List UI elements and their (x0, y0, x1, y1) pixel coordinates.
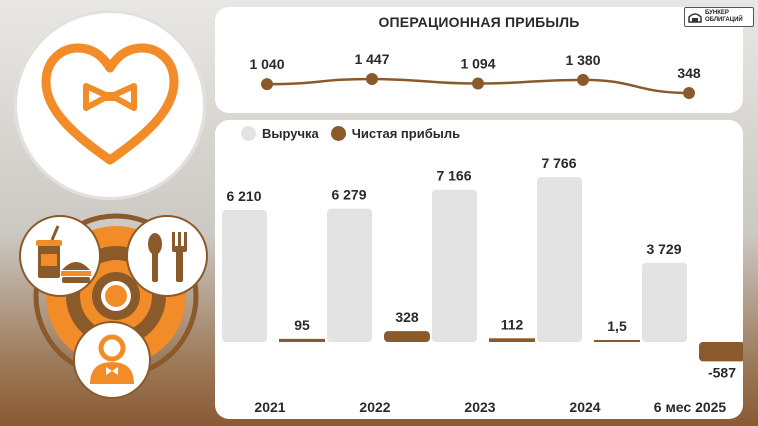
revenue-bar (327, 208, 372, 342)
brand-badge: БУНКЕР ОБЛИГАЦИЙ (684, 7, 754, 27)
waiter-icon (73, 321, 151, 399)
legend-revenue-swatch (241, 126, 256, 141)
brand-line2: ОБЛИГАЦИЙ (705, 17, 743, 23)
revenue-bar (537, 177, 582, 342)
bunker-icon (688, 13, 702, 23)
logo-card (14, 10, 206, 200)
net-profit-value-label: 1,5 (607, 318, 627, 334)
legend-revenue-label: Выручка (262, 126, 319, 141)
operating-profit-point (472, 77, 484, 90)
operating-profit-card (215, 7, 743, 113)
net-profit-bar (384, 331, 430, 342)
net-profit-value-label: 328 (395, 309, 419, 325)
operating-profit-value-label: 1 447 (354, 51, 389, 67)
x-axis-category-label: 2021 (254, 399, 285, 415)
legend-profit-label: Чистая прибыль (351, 126, 461, 141)
operating-profit-point (577, 73, 589, 86)
revenue-value-label: 7 766 (541, 155, 576, 171)
operating-profit-value-label: 1 040 (249, 56, 284, 72)
operating-profit-value-label: 1 094 (460, 55, 495, 71)
operating-profit-point (366, 73, 378, 85)
brand-line1: БУНКЕР (705, 10, 729, 16)
revenue-value-label: 3 729 (646, 241, 681, 257)
net-profit-bar (489, 338, 535, 342)
heart-bowtie-logo-icon (41, 43, 179, 165)
revenue-bar (222, 210, 267, 342)
revenue-value-label: 6 279 (331, 187, 366, 203)
operating-profit-point (261, 78, 273, 91)
x-axis-category-label: 6 мес 2025 (654, 399, 727, 415)
net-profit-bar (699, 342, 743, 362)
operating-profit-title: ОПЕРАЦИОННАЯ ПРИБЫЛЬ (378, 14, 580, 30)
revenue-value-label: 6 210 (226, 188, 261, 204)
x-axis-category-label: 2024 (569, 399, 600, 415)
legend-profit-swatch (330, 126, 346, 141)
net-profit-bar (279, 338, 325, 342)
net-profit-bar (594, 340, 640, 342)
operating-profit-point (683, 87, 695, 99)
operating-profit-value-label: 348 (677, 65, 701, 81)
chart-legend: Выручка Чистая прибыль (241, 126, 460, 141)
service-icons-graphic (19, 213, 208, 399)
operating-profit-value-label: 1 380 (565, 52, 600, 68)
revenue-value-label: 7 166 (436, 168, 471, 184)
spoon-fork-icon (126, 215, 208, 297)
x-axis-category-label: 2023 (464, 399, 495, 415)
revenue-bar (432, 189, 477, 342)
fast-food-icon (19, 215, 101, 297)
net-profit-value-label: 112 (501, 316, 524, 332)
x-axis-category-label: 2022 (359, 399, 390, 415)
net-profit-value-label: -587 (708, 364, 736, 380)
net-profit-value-label: 95 (294, 317, 310, 333)
operating-profit-line-chart: 1 040 1 447 1 094 1 380 348 (249, 51, 701, 99)
revenue-profit-bar-chart: 6 210 95 2021 6 279 328 2022 7 166 112 2023 7 766… (222, 155, 743, 415)
revenue-bar (642, 262, 687, 342)
